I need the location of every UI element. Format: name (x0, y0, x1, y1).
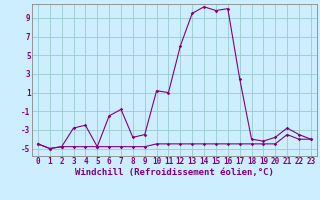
X-axis label: Windchill (Refroidissement éolien,°C): Windchill (Refroidissement éolien,°C) (75, 168, 274, 177)
